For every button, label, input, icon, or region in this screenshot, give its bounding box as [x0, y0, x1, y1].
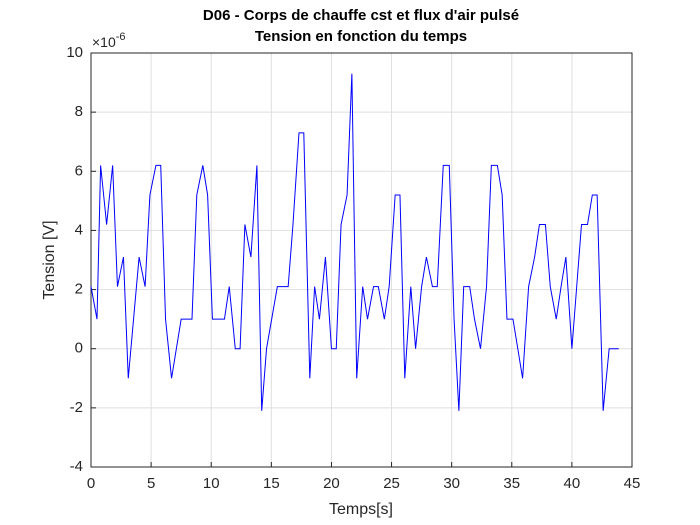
- y-tick-label: 6: [75, 162, 83, 179]
- y-axis-label: Tension [V]: [41, 220, 58, 299]
- y-exponent-power: -6: [116, 31, 126, 43]
- x-tick-label: 15: [263, 475, 280, 492]
- chart-subtitle: Tension en fonction du temps: [255, 28, 467, 45]
- plot-area: [91, 53, 632, 467]
- y-tick-label: 8: [75, 103, 83, 120]
- chart-title: D06 - Corps de chauffe cst et flux d'air…: [203, 7, 519, 24]
- x-tick-label: 25: [383, 475, 400, 492]
- y-tick-label: 10: [66, 44, 83, 61]
- x-tick-label: 45: [624, 475, 641, 492]
- x-tick-label: 20: [323, 475, 340, 492]
- x-tick-label: 35: [503, 475, 520, 492]
- y-tick-label: 0: [75, 340, 83, 357]
- x-tick-label: 0: [87, 475, 95, 492]
- data-line: [90, 73, 619, 411]
- x-tick-label: 40: [564, 475, 581, 492]
- y-exponent: ×10-6: [92, 31, 126, 50]
- y-tick-label: 2: [75, 281, 83, 298]
- y-tick-label: 4: [75, 221, 83, 238]
- x-tick-label: 5: [147, 475, 155, 492]
- axes-box: [90, 52, 633, 468]
- x-tick-label: 10: [203, 475, 220, 492]
- x-axis-label: Temps[s]: [329, 501, 393, 518]
- x-tick-label: 30: [443, 475, 460, 492]
- y-tick-label: -4: [70, 458, 83, 475]
- y-tick-label: -2: [70, 399, 83, 416]
- y-exponent-base: ×10: [92, 34, 116, 50]
